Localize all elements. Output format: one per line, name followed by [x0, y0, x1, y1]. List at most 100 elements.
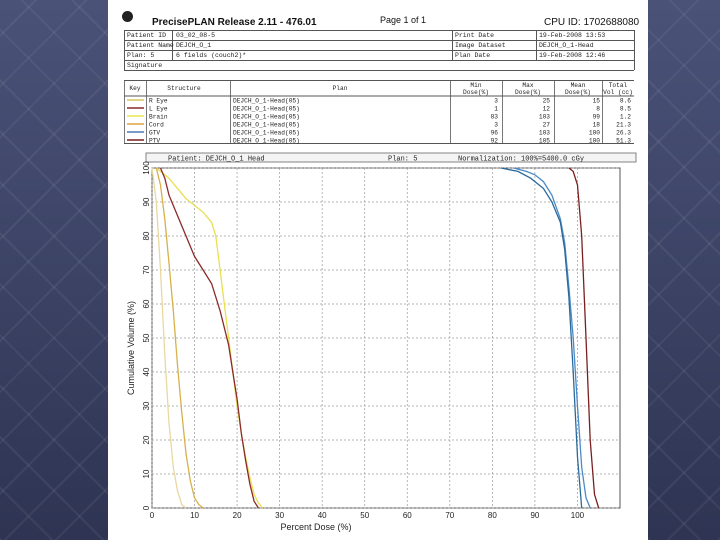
y-tick-label: 0 — [142, 505, 151, 510]
table-cell-mean: 100 — [589, 130, 600, 137]
chart-banner-plan: Plan: 5 — [388, 156, 417, 164]
header-label: Print Date — [455, 32, 495, 39]
y-tick-label: 100 — [142, 161, 151, 175]
series-line-cord — [155, 167, 264, 509]
report-sheet: PrecisePLAN Release 2.11 - 476.01 Page 1… — [108, 0, 648, 540]
table-header: Dose(%) — [463, 89, 489, 96]
y-tick-label: 50 — [142, 333, 151, 342]
table-header: Plan — [333, 85, 348, 92]
y-axis-label: Cumulative Volume (%) — [126, 301, 136, 395]
table-cell-plan: DEJCH_O_1-Head(05) — [233, 130, 300, 137]
table-header: Dose(%) — [565, 89, 591, 96]
x-tick-label: 40 — [318, 511, 327, 520]
header-value: 03_02_08-5 — [176, 32, 216, 39]
table-cell-structure: PTV — [149, 138, 160, 145]
y-tick-label: 20 — [142, 435, 151, 444]
x-tick-label: 60 — [403, 511, 412, 520]
table-cell-min: 83 — [491, 114, 499, 121]
company-logo-icon — [122, 11, 133, 22]
y-tick-label: 90 — [142, 197, 151, 206]
table-cell-vol: 8.6 — [620, 98, 631, 105]
report-header: PrecisePLAN Release 2.11 - 476.01 Page 1… — [108, 0, 648, 80]
table-cell-max: 103 — [539, 130, 550, 137]
table-cell-min: 3 — [494, 98, 498, 105]
header-label: Patient ID — [127, 32, 167, 39]
table-cell-plan: DEJCH_O_1-Head(05) — [233, 98, 300, 105]
table-cell-structure: Cord — [149, 122, 164, 129]
table-header: Mean — [571, 82, 586, 89]
release-title: PrecisePLAN Release 2.11 - 476.01 — [152, 17, 317, 28]
table-cell-min: 1 — [494, 106, 498, 113]
table-cell-plan: DEJCH_O_1-Head(05) — [233, 114, 300, 121]
table-cell-mean: 100 — [589, 138, 600, 145]
table-cell-plan: DEJCH_O_1-Head(05) — [233, 122, 300, 129]
header-label: Signature — [127, 62, 163, 69]
series-line-l-eye — [155, 167, 204, 509]
table-header: Structure — [167, 85, 201, 92]
series-line-ptv2 — [568, 167, 600, 509]
x-tick-label: 100 — [571, 511, 585, 520]
header-value: 19-Feb-2008 13:53 — [539, 32, 606, 39]
table-cell-structure: L Eye — [149, 106, 168, 113]
table-cell-structure: Brain — [149, 114, 168, 121]
table-cell-plan: DEJCH_O_1-Head(05) — [233, 138, 300, 145]
y-tick-label: 60 — [142, 299, 151, 308]
table-cell-structure: R Eye — [149, 98, 168, 105]
header-label: Plan Date — [455, 52, 491, 59]
table-header: Vol (cc) — [603, 89, 633, 96]
table-cell-structure: GTV — [149, 130, 160, 137]
chart-banner-patient: Patient: DEJCH_O_1 Head — [168, 156, 265, 164]
table-header: Dose(%) — [515, 89, 541, 96]
header-label: Plan: 5 — [127, 52, 155, 59]
table-cell-max: 103 — [539, 114, 550, 121]
x-axis-label: Percent Dose (%) — [280, 522, 351, 532]
table-cell-vol: 26.3 — [616, 130, 631, 137]
table-cell-vol: 51.3 — [616, 138, 631, 145]
structure-table: Key Structure Plan Min Dose(%) Max Dose(%) Mean… — [124, 80, 635, 151]
x-tick-label: 30 — [275, 511, 284, 520]
table-header: Min — [470, 82, 481, 89]
header-value: 6 fields (couch2)* — [176, 52, 247, 59]
background-right — [648, 0, 720, 540]
cpu-id: CPU ID: 1702688080 — [544, 17, 640, 28]
x-tick-label: 70 — [445, 511, 454, 520]
x-tick-label: 50 — [360, 511, 369, 520]
table-cell-max: 105 — [539, 138, 550, 145]
y-tick-label: 80 — [142, 231, 151, 240]
table-cell-max: 25 — [543, 98, 551, 105]
table-cell-max: 27 — [543, 122, 551, 129]
x-tick-label: 90 — [530, 511, 539, 520]
header-value: 19-Feb-2008 12:46 — [539, 52, 606, 59]
table-header: Max — [522, 82, 533, 89]
table-cell-min: 96 — [491, 130, 499, 137]
table-cell-mean: 18 — [593, 122, 601, 129]
x-tick-label: 10 — [190, 511, 199, 520]
x-tick-label: 0 — [150, 511, 155, 520]
series-line-ptv — [500, 167, 583, 509]
series-line-r-eye — [159, 167, 259, 509]
header-label: Image Dataset — [455, 42, 506, 49]
page-indicator: Page 1 of 1 — [380, 15, 427, 25]
table-cell-vol: 8.5 — [620, 106, 631, 113]
table-cell-vol: 1.2 — [620, 114, 631, 121]
header-label: Patient Name — [127, 42, 174, 49]
dvh-chart: Patient: DEJCH_O_1 Head Plan: 5 Normalizat… — [126, 152, 637, 532]
table-cell-mean: 99 — [593, 114, 601, 121]
table-header: Key — [129, 85, 140, 92]
x-tick-label: 80 — [488, 511, 497, 520]
structure-table-grid: Key Structure Plan MinDose(%)MaxDose(%)Mean… — [124, 80, 635, 145]
series-line-brain — [151, 167, 187, 509]
background-left — [0, 0, 108, 540]
y-tick-label: 10 — [142, 469, 151, 478]
header-value: DEJCH_O_1-Head — [539, 42, 594, 49]
table-header: Total — [609, 82, 628, 89]
header-value: DEJCH_O_1 — [176, 42, 212, 49]
table-cell-vol: 21.3 — [616, 122, 631, 129]
table-cell-max: 12 — [543, 106, 551, 113]
table-cell-mean: 8 — [596, 106, 600, 113]
table-cell-min: 92 — [491, 138, 499, 145]
y-tick-label: 30 — [142, 401, 151, 410]
series-line-gtv — [513, 167, 591, 509]
table-cell-mean: 15 — [593, 98, 601, 105]
x-tick-label: 20 — [233, 511, 242, 520]
